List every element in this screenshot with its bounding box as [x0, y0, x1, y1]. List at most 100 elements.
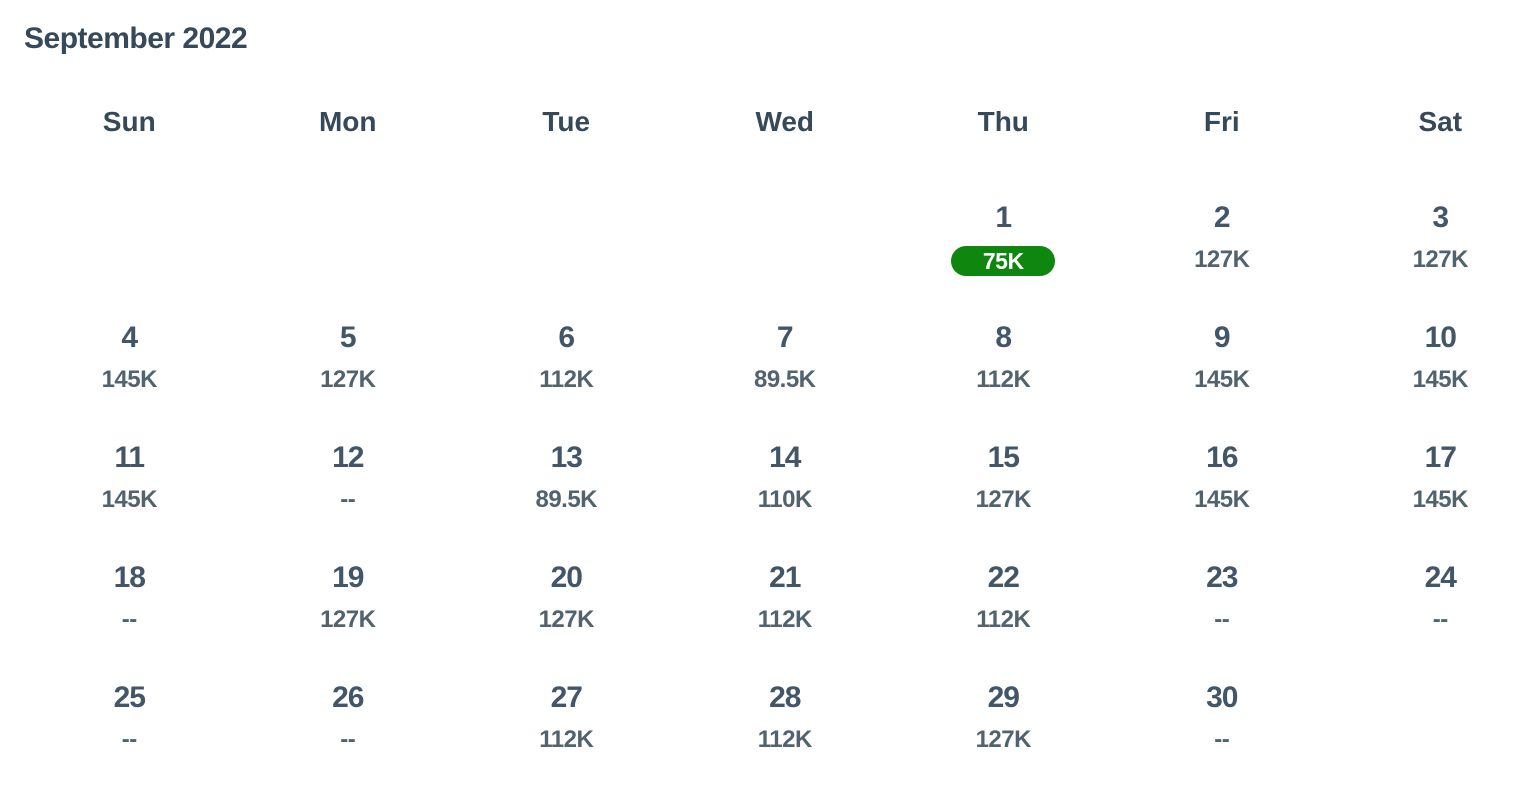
day-number: 23 — [1206, 561, 1238, 594]
day-cell[interactable]: 5 127K — [239, 272, 458, 397]
day-number: 25 — [113, 681, 146, 714]
day-number: 8 — [995, 321, 1012, 354]
empty-day-cell — [1331, 632, 1524, 757]
day-number: 26 — [332, 681, 364, 714]
day-cell[interactable]: 28 112K — [676, 632, 895, 757]
day-number: 20 — [550, 561, 583, 594]
day-price: -- — [1214, 606, 1230, 633]
calendar-month-title: September 2022 — [24, 22, 248, 55]
weekday-header: Fri — [1203, 106, 1240, 137]
day-number: 17 — [1424, 441, 1457, 474]
day-cell[interactable]: 8 112K — [894, 272, 1113, 397]
day-cell[interactable]: 3 127K — [1331, 152, 1524, 277]
day-price: -- — [340, 726, 356, 753]
day-number: 19 — [332, 561, 364, 594]
day-cell[interactable]: 16 145K — [1113, 392, 1332, 517]
day-cell[interactable]: 26 -- — [239, 632, 458, 757]
day-cell[interactable]: 20 127K — [457, 512, 676, 637]
day-cell[interactable]: 27 112K — [457, 632, 676, 757]
day-cell[interactable]: 10 145K — [1331, 272, 1524, 397]
day-price: 145K — [1194, 366, 1250, 393]
day-number: 22 — [987, 561, 1020, 594]
day-number: 13 — [550, 441, 583, 474]
day-price: -- — [340, 486, 356, 513]
day-cell[interactable]: 6 112K — [457, 272, 676, 397]
day-cell[interactable]: 14 110K — [676, 392, 895, 517]
day-number: 4 — [121, 321, 138, 354]
week-row: 18 -- 19 127K 20 127K 21 112K 22 112K 23 -- 24 -- — [20, 512, 1524, 633]
day-price: 145K — [1412, 486, 1469, 513]
weekday-header: Mon — [318, 106, 377, 137]
day-cell[interactable]: 12 -- — [239, 392, 458, 517]
day-number: 21 — [769, 561, 801, 594]
calendar-grid: 1 75K 2 127K 3 127K 4 145K 5 127K 6 112K 7 89.5K 8 112K… — [20, 152, 1524, 753]
day-cell[interactable]: 18 -- — [20, 512, 239, 637]
day-cell[interactable]: 15 127K — [894, 392, 1113, 517]
weekday-header: Thu — [977, 106, 1029, 137]
day-price: 127K — [1412, 246, 1469, 273]
day-cell[interactable]: 4 145K — [20, 272, 239, 397]
day-number: 18 — [113, 561, 146, 594]
day-price: 110K — [757, 486, 813, 513]
day-cell[interactable]: 9 145K — [1113, 272, 1332, 397]
day-number: 9 — [1213, 321, 1231, 354]
day-price: 145K — [101, 366, 158, 393]
day-price: 145K — [1412, 366, 1469, 393]
day-cell[interactable]: 17 145K — [1331, 392, 1524, 517]
day-number: 3 — [1432, 201, 1449, 234]
highlighted-price-pill: 75K — [951, 245, 1056, 276]
day-price: 127K — [975, 726, 1032, 753]
day-number: 10 — [1424, 321, 1457, 354]
day-number: 6 — [558, 321, 575, 354]
day-cell[interactable]: 1 75K — [894, 152, 1113, 277]
day-price: 127K — [538, 606, 595, 633]
empty-day-cell — [239, 152, 458, 277]
day-cell[interactable]: 13 89.5K — [457, 392, 676, 517]
day-price: -- — [1214, 726, 1230, 753]
day-number: 11 — [114, 441, 145, 474]
day-cell[interactable]: 29 127K — [894, 632, 1113, 757]
day-cell[interactable]: 21 112K — [676, 512, 895, 637]
day-price: 112K — [757, 726, 813, 753]
award-calendar: Sun Mon Tue Wed Thu Fri Sat 1 75K 2 127K 3 127K 4 145… — [20, 92, 1524, 753]
day-number: 5 — [339, 321, 357, 354]
day-cell[interactable]: 30 -- — [1113, 632, 1332, 757]
week-row: 1 75K 2 127K 3 127K — [20, 152, 1524, 276]
day-price: 112K — [539, 366, 594, 393]
day-price: 89.5K — [535, 486, 598, 513]
day-price: 127K — [320, 366, 376, 393]
day-number: 28 — [769, 681, 801, 714]
day-cell[interactable]: 2 127K — [1113, 152, 1332, 277]
day-price: -- — [1432, 606, 1448, 633]
day-price: 127K — [320, 606, 376, 633]
day-price: 127K — [975, 486, 1032, 513]
weekday-header: Tue — [542, 106, 591, 137]
day-price: 89.5K — [753, 366, 816, 393]
day-cell[interactable]: 11 145K — [20, 392, 239, 517]
day-cell[interactable]: 23 -- — [1113, 512, 1332, 637]
weekday-header: Sun — [102, 106, 156, 137]
day-cell[interactable]: 24 -- — [1331, 512, 1524, 637]
day-number: 1 — [995, 201, 1012, 234]
day-cell[interactable]: 25 -- — [20, 632, 239, 757]
week-row: 25 -- 26 -- 27 112K 28 112K 29 127K 30 -- — [20, 632, 1524, 753]
day-number: 15 — [987, 441, 1020, 474]
day-number: 12 — [332, 441, 364, 474]
day-number: 29 — [987, 681, 1020, 714]
day-number: 27 — [550, 681, 583, 714]
week-row: 4 145K 5 127K 6 112K 7 89.5K 8 112K 9 145K 10 145K — [20, 272, 1524, 393]
day-cell[interactable]: 19 127K — [239, 512, 458, 637]
empty-day-cell — [676, 152, 895, 277]
weekday-header-row: Sun Mon Tue Wed Thu Fri Sat — [20, 92, 1524, 152]
day-number: 24 — [1424, 561, 1457, 594]
day-price: 112K — [976, 606, 1031, 633]
week-row: 11 145K 12 -- 13 89.5K 14 110K 15 127K 16 145K 17 145… — [20, 392, 1524, 513]
day-price: 112K — [976, 366, 1031, 393]
day-cell[interactable]: 22 112K — [894, 512, 1113, 637]
empty-day-cell — [457, 152, 676, 277]
day-price: 145K — [101, 486, 158, 513]
day-cell[interactable]: 7 89.5K — [676, 272, 895, 397]
weekday-header: Sat — [1418, 106, 1463, 137]
day-number: 2 — [1213, 201, 1231, 234]
day-price: 112K — [757, 606, 813, 633]
